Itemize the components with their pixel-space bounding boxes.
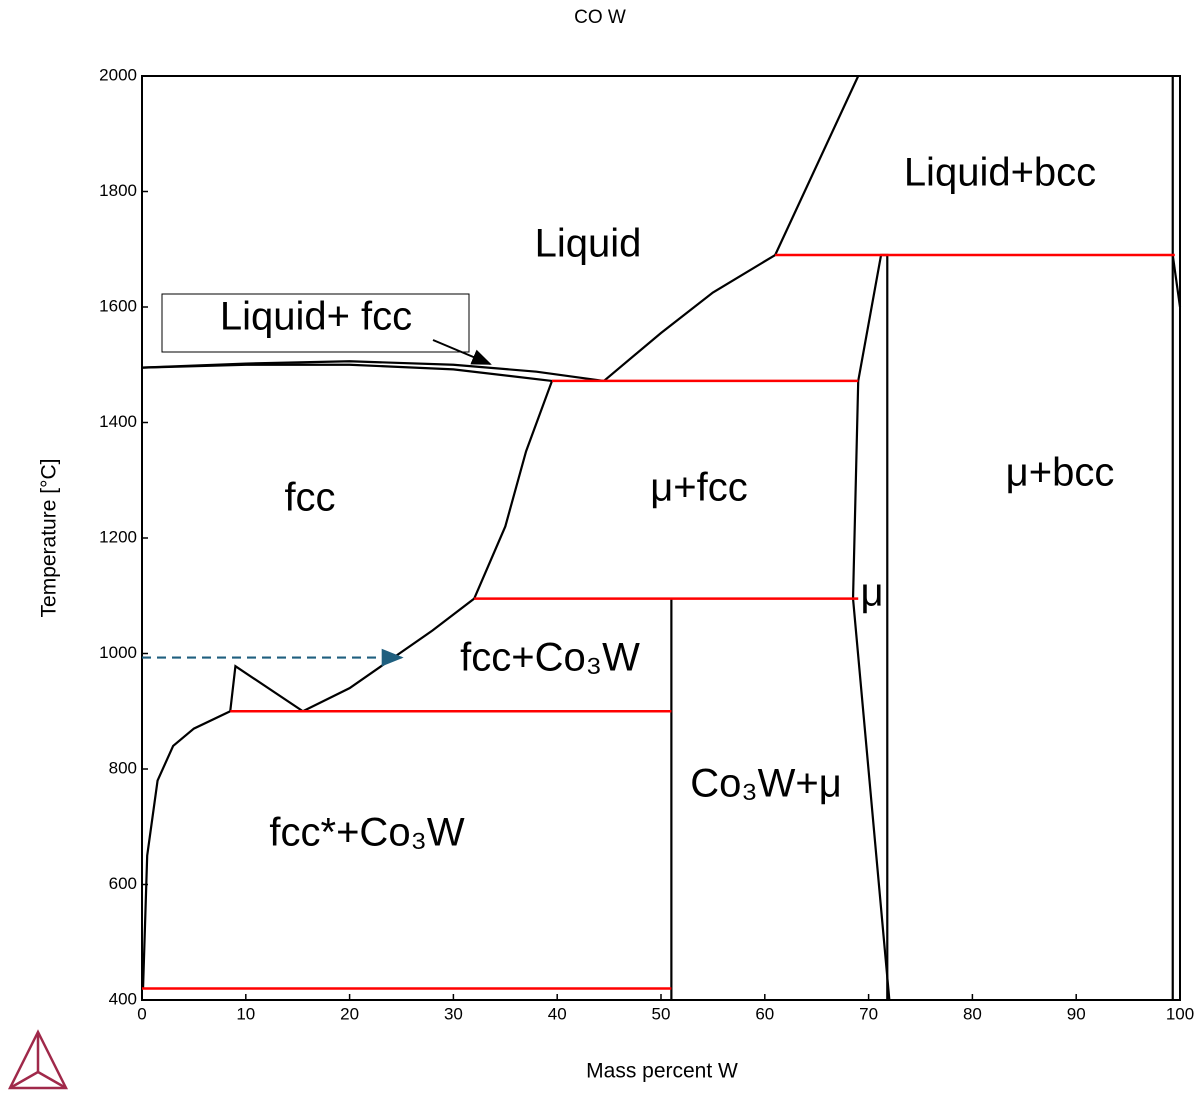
x-tick-label: 30	[444, 1004, 463, 1023]
annotation-box	[161, 293, 470, 353]
chart-title: CO W	[574, 7, 626, 28]
phase-line	[603, 254, 776, 382]
plot-frame	[141, 75, 1181, 1001]
region-label: fcc	[284, 476, 335, 520]
phase-line	[851, 380, 891, 1001]
x-tick-label: 70	[859, 1004, 878, 1023]
x-tick-label: 50	[652, 1004, 671, 1023]
region-label: μ	[860, 571, 883, 615]
phase-line	[774, 75, 860, 256]
x-tick-label: 100	[1166, 1004, 1194, 1023]
x-tick-label: 0	[137, 1004, 146, 1023]
x-tick-label: 90	[1067, 1004, 1086, 1023]
region-label: fcc*+Co₃W	[269, 811, 464, 855]
annotation-arrow	[432, 339, 492, 365]
x-tick-label: 10	[236, 1004, 255, 1023]
x-tick-label: 60	[755, 1004, 774, 1023]
x-tick-label: 20	[340, 1004, 359, 1023]
y-tick-label: 1200	[99, 527, 137, 546]
region-label: μ+bcc	[1006, 451, 1115, 495]
region-label: μ+fcc	[650, 466, 748, 510]
y-tick-label: 1000	[99, 643, 137, 662]
region-label: Liquid	[535, 222, 642, 266]
y-axis-label: Temperature [°C]	[38, 459, 61, 618]
phase-line	[141, 363, 553, 383]
x-axis-label: Mass percent W	[586, 1060, 738, 1083]
y-tick-label: 800	[109, 758, 137, 777]
y-tick-label: 1800	[99, 181, 137, 200]
y-tick-label: 600	[109, 874, 137, 893]
region-label: Liquid+ fcc	[220, 295, 412, 339]
region-label: Liquid+bcc	[904, 151, 1096, 195]
x-tick-label: 40	[548, 1004, 567, 1023]
y-tick-label: 1600	[99, 296, 137, 315]
y-tick-label: 2000	[99, 65, 137, 84]
region-label: fcc+Co₃W	[460, 636, 640, 680]
logo	[7, 1029, 69, 1090]
region-label: Co₃W+μ	[690, 762, 842, 806]
y-tick-label: 400	[109, 989, 137, 1008]
x-tick-label: 80	[963, 1004, 982, 1023]
phase-line	[141, 380, 554, 989]
phase-line	[1171, 254, 1182, 308]
phase-line	[857, 253, 889, 1000]
y-tick-label: 1400	[99, 412, 137, 431]
